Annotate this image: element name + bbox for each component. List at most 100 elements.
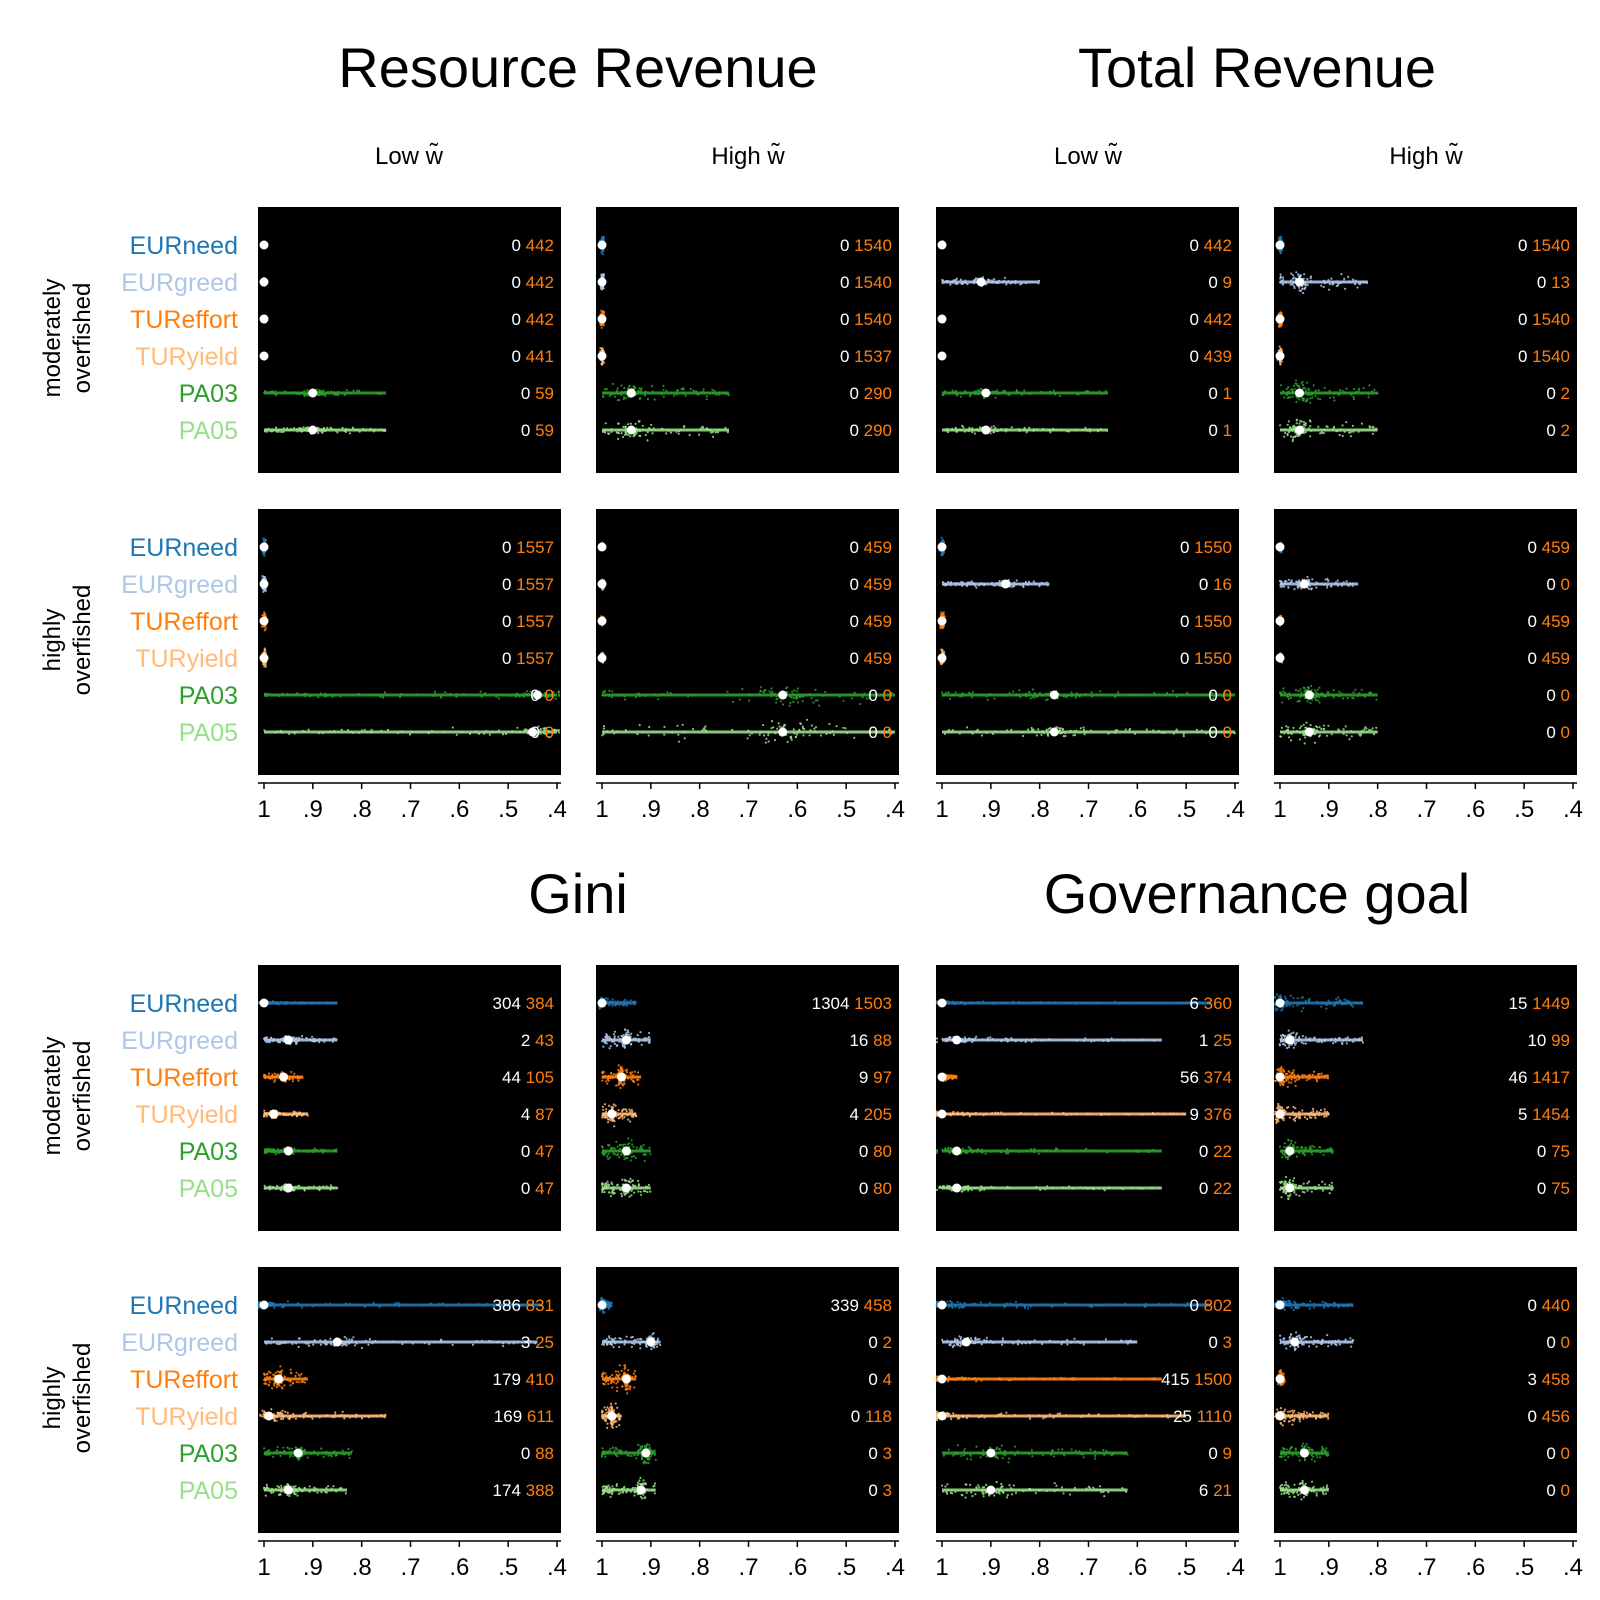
count-label: 0 59 <box>521 384 554 403</box>
count-white: 0 <box>530 723 544 742</box>
data-point <box>828 722 831 726</box>
data-point <box>621 435 624 439</box>
count-orange: 1540 <box>854 310 892 329</box>
data-point <box>1371 425 1374 428</box>
data-point <box>1306 399 1309 402</box>
data-point <box>663 725 666 728</box>
data-point <box>1302 291 1305 295</box>
median-marker <box>976 277 986 287</box>
count-orange: 0 <box>883 723 892 742</box>
data-point <box>322 389 325 392</box>
data-point <box>433 690 436 693</box>
median-marker <box>1275 314 1285 324</box>
count-label: 0 290 <box>849 384 892 403</box>
data-point <box>1294 382 1297 385</box>
data-point <box>683 425 686 429</box>
data-point <box>1309 397 1312 400</box>
data-point <box>604 422 607 425</box>
data-point <box>1352 398 1356 401</box>
row-label-line: moderately <box>39 1037 66 1156</box>
data-point <box>676 388 679 392</box>
data-point <box>1074 696 1077 699</box>
median-marker <box>259 579 269 589</box>
median-marker <box>597 277 607 287</box>
count-label: 0 290 <box>849 421 892 440</box>
row-label-line: overfished <box>69 585 96 696</box>
data-point <box>941 614 944 617</box>
count-orange: 1557 <box>516 538 554 557</box>
count-label: 0 1540 <box>1518 310 1570 329</box>
count-white: 0 <box>1189 347 1203 366</box>
median-marker <box>259 314 269 324</box>
data-point <box>638 420 641 423</box>
data-point <box>842 726 845 729</box>
data-point <box>1035 734 1038 737</box>
x-tick-label: .8 <box>352 796 372 823</box>
count-white: 0 <box>1546 421 1560 440</box>
data-point <box>677 740 681 743</box>
data-point <box>1278 325 1281 328</box>
data-point <box>801 699 804 703</box>
data-point <box>796 687 799 690</box>
data-point <box>557 691 560 694</box>
data-point <box>1082 726 1085 729</box>
median-marker <box>597 351 607 361</box>
data-point <box>844 727 847 730</box>
data-point <box>1282 276 1285 279</box>
count-label: 0 2 <box>1546 384 1570 403</box>
data-point <box>738 698 741 701</box>
data-point <box>1015 579 1018 582</box>
data-point <box>966 726 969 729</box>
x-tick-label: .4 <box>1225 796 1245 823</box>
x-tick-label: .5 <box>1176 796 1196 823</box>
data-point <box>264 665 267 668</box>
count-label: 0 13 <box>1537 273 1570 292</box>
data-point <box>677 733 680 736</box>
count-label: 0 1557 <box>502 538 554 557</box>
data-point <box>601 347 604 350</box>
count-white: 0 <box>1180 538 1194 557</box>
data-point <box>1349 435 1352 438</box>
data-point <box>1281 283 1285 286</box>
data-point <box>1286 423 1289 426</box>
data-point <box>1302 384 1305 387</box>
series-core-band <box>942 693 1235 697</box>
count-label: 0 1540 <box>840 273 892 292</box>
count-white: 0 <box>1518 347 1532 366</box>
count-orange: 1550 <box>1194 538 1232 557</box>
data-point <box>955 277 958 280</box>
data-point <box>617 432 620 435</box>
median-marker <box>597 314 607 324</box>
data-point <box>1124 728 1127 731</box>
data-point <box>1031 688 1035 691</box>
count-orange: 59 <box>535 421 554 440</box>
data-point <box>306 426 309 429</box>
count-orange: 0 <box>1223 686 1232 705</box>
count-orange: 442 <box>1204 310 1232 329</box>
data-point <box>980 734 984 737</box>
count-label: 0 0 <box>530 686 554 705</box>
data-point <box>317 431 320 435</box>
median-marker <box>597 579 607 589</box>
data-point <box>1283 396 1286 399</box>
data-point <box>1299 289 1303 292</box>
count-white: 0 <box>502 612 516 631</box>
count-white: 0 <box>840 273 854 292</box>
data-point <box>651 432 654 435</box>
data-point <box>602 310 605 314</box>
data-point <box>788 704 791 707</box>
count-label: 0 459 <box>849 575 892 594</box>
median-marker <box>259 616 269 626</box>
data-point <box>763 689 766 692</box>
data-point <box>1012 690 1015 693</box>
count-orange: 1540 <box>1532 310 1570 329</box>
data-point <box>557 729 561 732</box>
data-point <box>951 389 954 392</box>
count-orange: 9 <box>1223 273 1232 292</box>
data-point <box>1052 389 1055 392</box>
x-tick-label: .9 <box>641 796 661 823</box>
data-point <box>1303 287 1306 290</box>
data-point <box>1304 424 1307 427</box>
data-point <box>1005 283 1008 286</box>
